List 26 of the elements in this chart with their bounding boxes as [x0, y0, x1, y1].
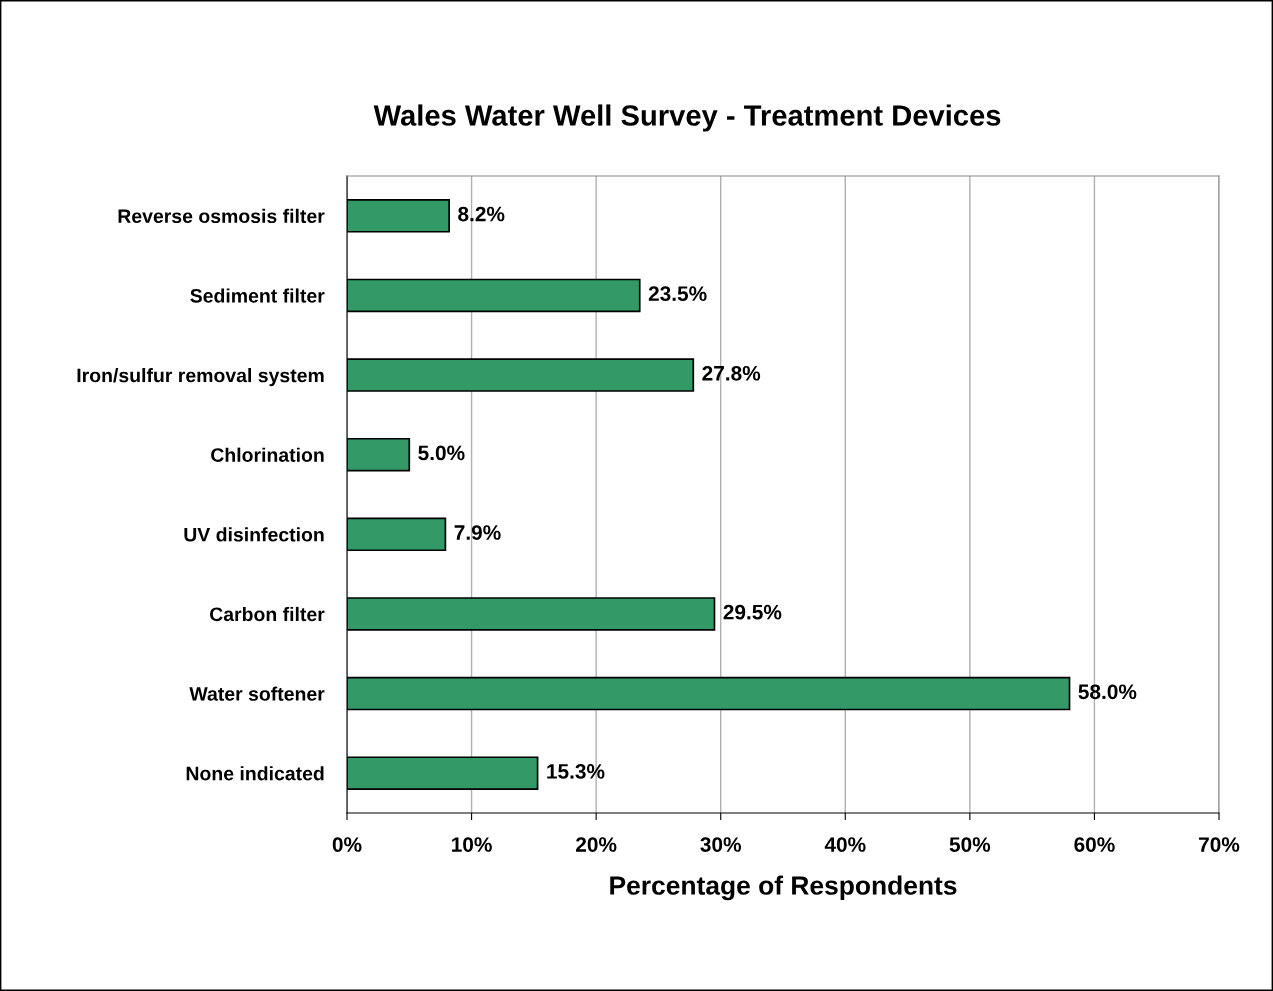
data-label: 29.5%: [723, 604, 782, 620]
data-label: 27.8%: [702, 365, 761, 381]
data-label: 8.2%: [458, 206, 505, 222]
x-tick-label: 40%: [824, 837, 866, 852]
y-tick-label: UV disinfection: [184, 527, 324, 542]
x-tick-label: 50%: [949, 837, 991, 852]
y-tick-label: Carbon filter: [209, 606, 325, 622]
y-tick-label: Reverse osmosis filter: [118, 208, 325, 224]
x-tick-label: 70%: [1199, 837, 1240, 852]
data-label: 7.9%: [454, 525, 501, 540]
y-tick-label: Chlorination: [211, 447, 324, 462]
y-tick-label: Water softener: [189, 686, 325, 701]
x-tick-label: 0%: [332, 837, 362, 852]
y-tick-label: None indicated: [186, 766, 324, 781]
x-tick-label: 30%: [700, 837, 742, 852]
chart-title: Wales Water Well Survey - Treatment Devices: [373, 104, 1001, 132]
data-label: 23.5%: [648, 286, 707, 302]
data-label: 58.0%: [1078, 684, 1137, 700]
x-tick-label: 20%: [576, 837, 617, 852]
x-axis-title: Percentage of Respondents: [610, 875, 957, 901]
x-tick-label: 10%: [452, 837, 492, 852]
y-tick-label: Sediment filter: [190, 288, 325, 303]
y-tick-label: Iron/sulfur removal system: [77, 368, 324, 387]
x-tick-label: 60%: [1074, 837, 1115, 852]
data-label: 5.0%: [418, 445, 465, 461]
data-label: 15.3%: [547, 764, 605, 779]
